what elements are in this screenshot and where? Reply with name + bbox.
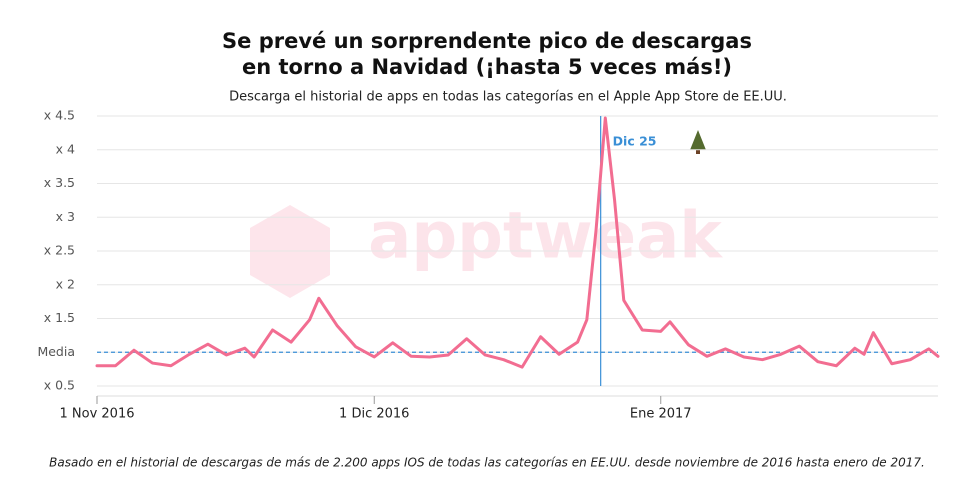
annotation: Dic 25 [613, 134, 657, 149]
series-line [95, 116, 940, 369]
chart-subtitle: Descarga el historial de apps en todas l… [229, 90, 787, 105]
y-tick-label: Media [37, 344, 75, 359]
y-tick-label: x 3 [56, 209, 75, 224]
tree-icon [690, 130, 706, 154]
y-tick-label: x 1.5 [44, 310, 75, 325]
y-tick-label: x 2 [56, 276, 75, 291]
y-tick-label: x 0.5 [44, 378, 75, 393]
watermark: apptweak [368, 200, 723, 274]
y-tick-label: x 4.5 [44, 108, 75, 123]
x-tick-label: 1 Dic 2016 [339, 407, 409, 422]
footnote: Basado en el historial de descargas de m… [49, 456, 925, 470]
x-tick-label: Ene 2017 [630, 407, 692, 422]
y-tick-label: x 3.5 [44, 175, 75, 190]
y-tick-label: x 2.5 [44, 243, 75, 258]
chart-title: en torno a Navidad (¡hasta 5 veces más!) [242, 55, 732, 79]
x-tick-label: 1 Nov 2016 [60, 407, 135, 422]
chart-title: Se prevé un sorprendente pico de descarg… [222, 29, 752, 53]
y-tick-label: x 4 [56, 141, 75, 156]
